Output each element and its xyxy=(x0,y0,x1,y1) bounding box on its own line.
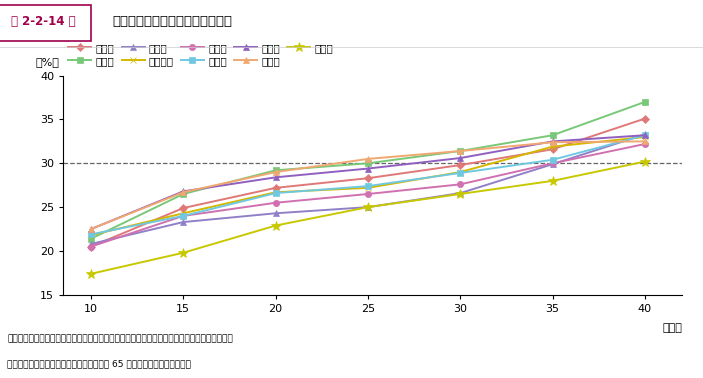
神奈川県 xyxy=(363,186,372,190)
愛知県 xyxy=(363,192,372,196)
埼玉県 xyxy=(86,244,95,249)
大阪府 xyxy=(363,166,372,171)
福岡県 xyxy=(548,140,557,144)
東京都 xyxy=(640,132,649,136)
千葉県 xyxy=(363,161,372,166)
神奈川県 xyxy=(179,211,188,215)
滋賀県 xyxy=(548,158,557,162)
東京都 xyxy=(456,191,465,195)
大阪府 xyxy=(271,175,280,180)
福岡県 xyxy=(86,227,95,231)
Line: 千葉県: 千葉県 xyxy=(88,99,648,242)
埼玉県 xyxy=(640,116,649,121)
千葉県 xyxy=(179,192,188,196)
Text: 第 2-2-14 図: 第 2-2-14 図 xyxy=(11,15,76,28)
Text: （注）「高齢比率」とは、総人口に占める 65 歳以上人口の割合をいう。: （注）「高齢比率」とは、総人口に占める 65 歳以上人口の割合をいう。 xyxy=(7,359,191,368)
沖縄県 xyxy=(86,271,95,276)
福岡県 xyxy=(271,170,280,174)
Text: 人口増加都府県の高齢比率の推移: 人口増加都府県の高齢比率の推移 xyxy=(112,15,233,28)
愛知県 xyxy=(548,161,557,166)
大阪府 xyxy=(456,156,465,160)
沖縄県 xyxy=(179,251,188,255)
滋賀県 xyxy=(86,232,95,237)
神奈川県 xyxy=(456,170,465,174)
東京都 xyxy=(271,211,280,215)
東京都 xyxy=(363,205,372,209)
滋賀県 xyxy=(363,184,372,188)
Text: （%）: （%） xyxy=(35,57,59,67)
埼玉県 xyxy=(271,186,280,190)
沖縄県 xyxy=(271,223,280,228)
千葉県 xyxy=(640,100,649,104)
滋賀県 xyxy=(640,133,649,138)
Line: 愛知県: 愛知県 xyxy=(88,141,648,250)
東京都 xyxy=(86,242,95,246)
愛知県 xyxy=(86,244,95,249)
Text: 資料：国立社会保障・人口問題研究所「日本の地域別将来推計人口（出生中位・死亡中位）」: 資料：国立社会保障・人口問題研究所「日本の地域別将来推計人口（出生中位・死亡中位… xyxy=(7,335,233,344)
滋賀県 xyxy=(456,171,465,175)
福岡県 xyxy=(363,156,372,161)
Line: 神奈川県: 神奈川県 xyxy=(88,134,648,239)
神奈川県 xyxy=(548,144,557,149)
埼玉県 xyxy=(363,176,372,180)
大阪府 xyxy=(548,139,557,144)
Legend: 埼玉県, 千葉県, 東京都, 神奈川県, 愛知県, 滋賀県, 大阪府, 福岡県, 沖縄県: 埼玉県, 千葉県, 東京都, 神奈川県, 愛知県, 滋賀県, 大阪府, 福岡県,… xyxy=(68,43,333,66)
Line: 滋賀県: 滋賀県 xyxy=(88,132,648,237)
滋賀県 xyxy=(179,214,188,218)
福岡県 xyxy=(640,139,649,144)
愛知県 xyxy=(456,182,465,187)
FancyBboxPatch shape xyxy=(0,5,91,41)
滋賀県 xyxy=(271,191,280,195)
大阪府 xyxy=(640,133,649,138)
埼玉県 xyxy=(179,206,188,210)
Line: 東京都: 東京都 xyxy=(88,131,648,247)
神奈川県 xyxy=(86,233,95,237)
神奈川県 xyxy=(271,190,280,195)
Text: （年）: （年） xyxy=(662,323,682,333)
千葉県 xyxy=(456,149,465,153)
Line: 大阪府: 大阪府 xyxy=(88,132,648,232)
沖縄県 xyxy=(363,205,372,209)
愛知県 xyxy=(640,142,649,146)
東京都 xyxy=(179,220,188,224)
千葉県 xyxy=(86,237,95,241)
Line: 埼玉県: 埼玉県 xyxy=(88,115,648,250)
埼玉県 xyxy=(548,147,557,152)
沖縄県 xyxy=(548,178,557,183)
大阪府 xyxy=(179,189,188,194)
大阪府 xyxy=(86,227,95,231)
千葉県 xyxy=(271,168,280,173)
福岡県 xyxy=(456,149,465,153)
埼玉県 xyxy=(456,163,465,167)
東京都 xyxy=(548,162,557,166)
千葉県 xyxy=(548,133,557,138)
神奈川県 xyxy=(640,135,649,139)
愛知県 xyxy=(179,214,188,218)
愛知県 xyxy=(271,200,280,205)
Line: 福岡県: 福岡県 xyxy=(88,138,648,232)
福岡県 xyxy=(179,190,188,195)
沖縄県 xyxy=(640,159,649,164)
Line: 沖縄県: 沖縄県 xyxy=(86,156,650,279)
沖縄県 xyxy=(456,192,465,196)
